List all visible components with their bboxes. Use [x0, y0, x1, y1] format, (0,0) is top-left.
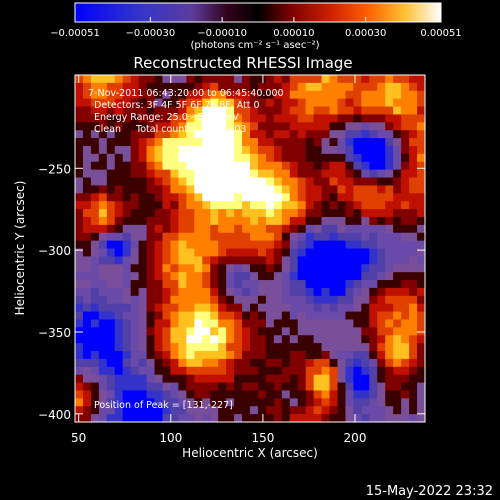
- annotation-time-range: 7-Nov-2011 06:43:20.00 to 06:45:40.000: [88, 88, 284, 99]
- colorbar-tick-label: −0.00010: [197, 28, 247, 39]
- plot-frame: [74, 74, 426, 423]
- colorbar: −0.00051 −0.00030 −0.00010 0.00010 0.00030 0.…: [50, 2, 462, 51]
- annotation-peak-position: Position of Peak = [131,-227]: [94, 400, 233, 411]
- y-axis-label: Heliocentric Y (arcsec): [13, 181, 27, 316]
- x-axis-label: Heliocentric X (arcsec): [182, 446, 318, 460]
- colorbar-tick-label: 0.00010: [273, 28, 314, 39]
- x-tick-label: 150: [251, 431, 274, 445]
- annotation-clean-counts: Clean Total counts: 3.19E+03: [94, 124, 246, 135]
- y-tick-label: −300: [38, 244, 71, 258]
- colorbar-tick-label: 0.00030: [345, 28, 386, 39]
- heatmap-image: [75, 75, 425, 422]
- x-tick-label: 100: [159, 431, 182, 445]
- y-tick-label: −250: [38, 162, 71, 176]
- annotation-energy-range: Energy Range: 25.0 - 50.0 keV: [94, 112, 239, 123]
- colorbar-tick-label: −0.00051: [50, 28, 100, 39]
- colorbar-gradient: [74, 2, 442, 23]
- axis-ticks: 50 100 150 200 −250 −300 −350 −400: [38, 75, 425, 445]
- x-tick-label: 50: [71, 431, 86, 445]
- annotation-detectors: Detectors: 3F 4F 5F 6F 7F 8F, Att 0: [94, 100, 260, 111]
- colorbar-tick-label: −0.00030: [125, 28, 175, 39]
- footer-date: 15-May-2022 23:32: [366, 484, 493, 499]
- colorbar-ticks: −0.00051 −0.00030 −0.00010 0.00010 0.00030 0.…: [50, 17, 462, 39]
- y-tick-label: −400: [38, 408, 71, 422]
- colorbar-unit-label: (photons cm⁻² s⁻¹ asec⁻²): [190, 40, 319, 51]
- x-tick-label: 200: [344, 431, 367, 445]
- y-tick-label: −350: [38, 326, 71, 340]
- chart-title: Reconstructed RHESSI Image: [133, 54, 352, 72]
- colorbar-tick-label: 0.00051: [420, 28, 461, 39]
